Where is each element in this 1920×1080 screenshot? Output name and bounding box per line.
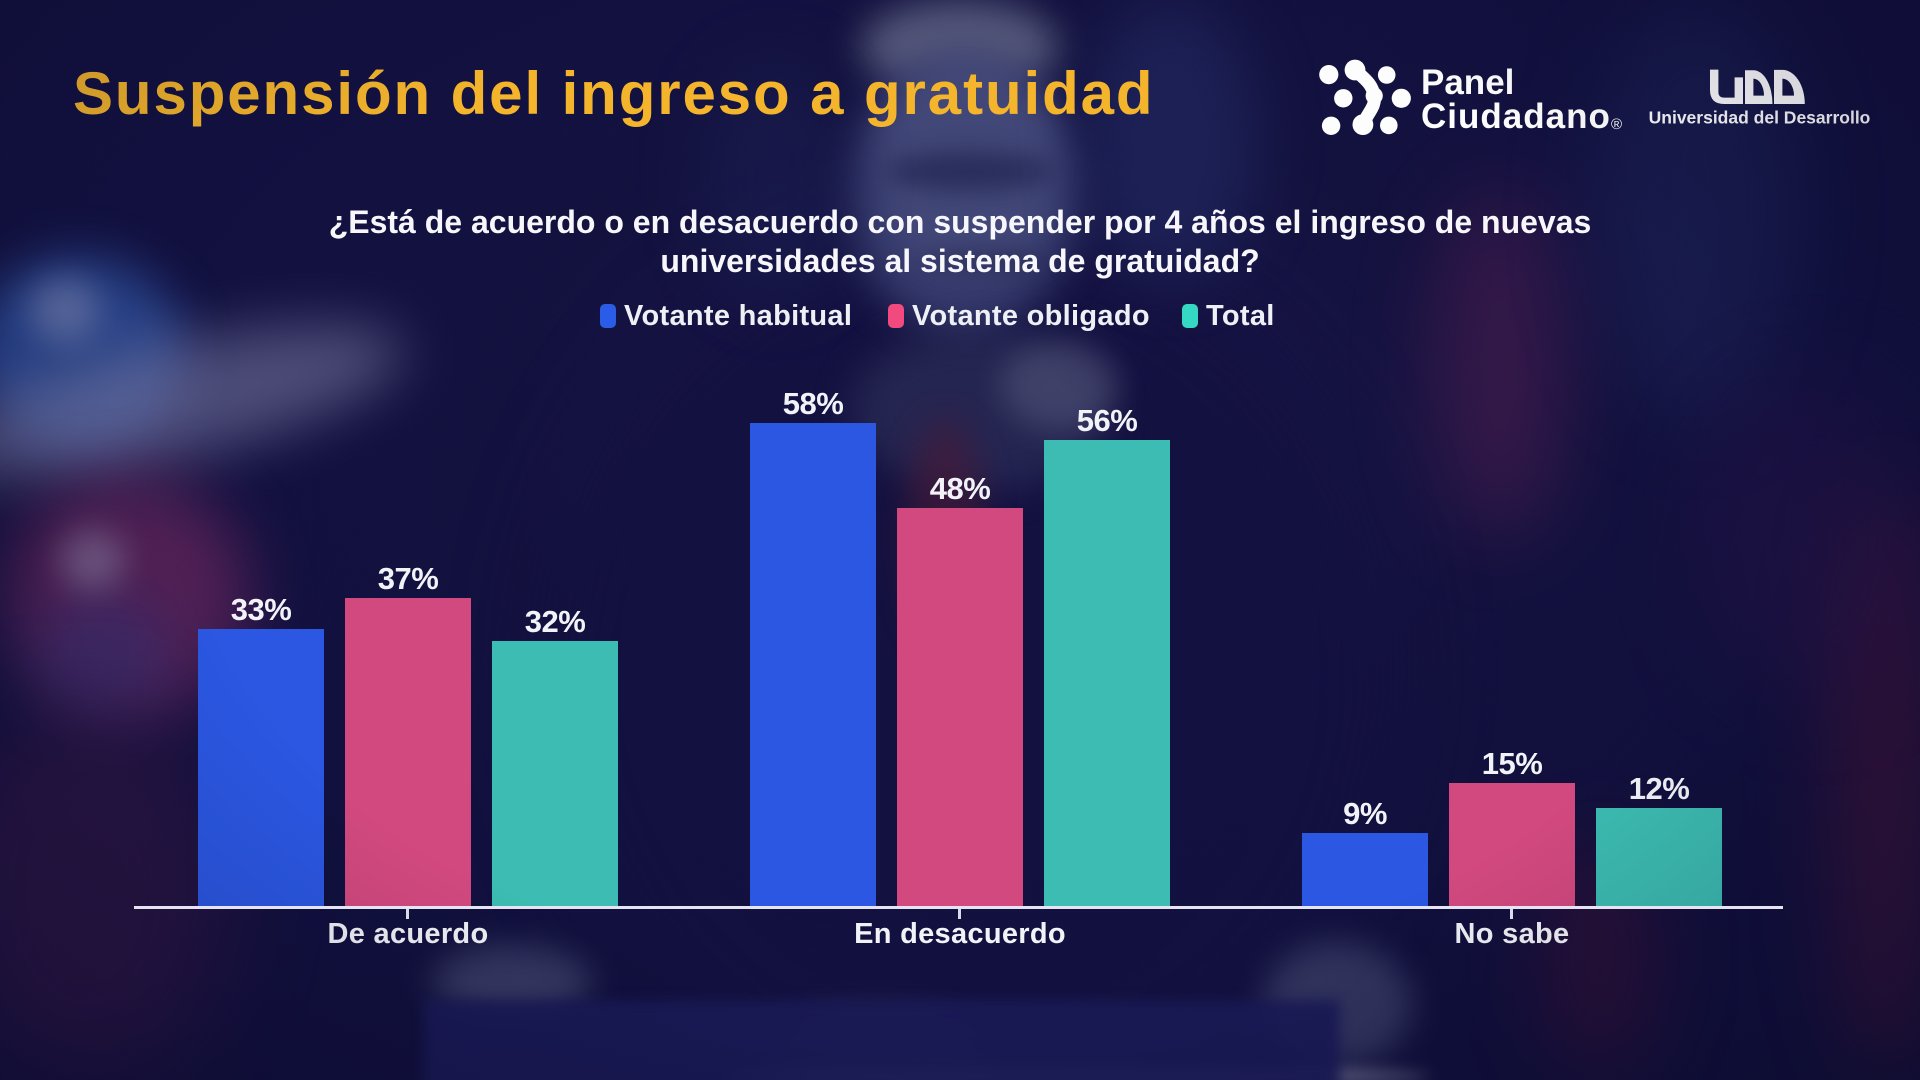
- svg-text:Ciudadano: Ciudadano: [1421, 97, 1611, 136]
- svg-text:Universidad del Desarrollo: Universidad del Desarrollo: [1649, 108, 1871, 128]
- svg-text:®: ®: [1611, 116, 1622, 133]
- svg-text:Panel: Panel: [1421, 63, 1514, 102]
